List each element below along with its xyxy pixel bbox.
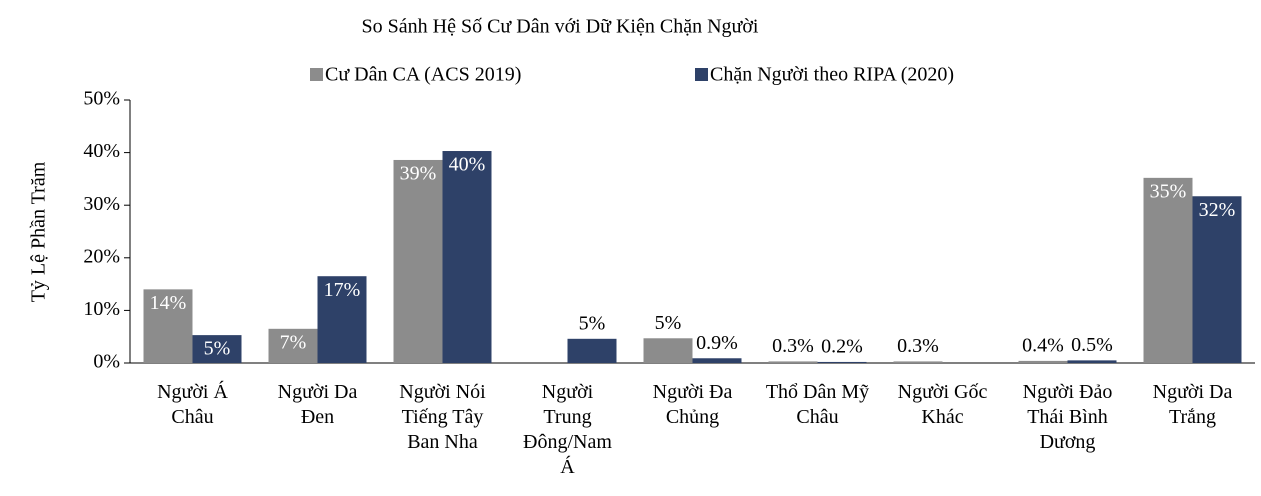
value-label: 32% bbox=[1199, 199, 1236, 221]
bar bbox=[317, 276, 367, 363]
bar bbox=[1143, 177, 1193, 363]
value-label: 0.3% bbox=[897, 335, 939, 357]
bar bbox=[393, 159, 443, 363]
x-tick-label: Người Nói Tiếng Tây Ban Nha bbox=[399, 381, 486, 453]
value-label: 35% bbox=[1150, 180, 1187, 202]
value-label: 5% bbox=[579, 312, 606, 334]
value-label: 0.9% bbox=[696, 332, 738, 354]
value-label: 0.4% bbox=[1022, 334, 1064, 356]
value-label: 5% bbox=[204, 338, 231, 360]
y-axis-label: Tỷ Lệ Phần Trăm bbox=[28, 161, 50, 302]
value-label: 39% bbox=[400, 163, 437, 185]
value-label: 7% bbox=[280, 331, 307, 353]
x-tick-label: Người Á Châu bbox=[157, 381, 228, 428]
x-tick-label: Người Trung Đông/Nam Á bbox=[523, 381, 612, 478]
value-label: 17% bbox=[324, 279, 361, 301]
legend-swatch bbox=[695, 68, 708, 81]
bar bbox=[143, 289, 193, 363]
value-label: 0.3% bbox=[772, 335, 814, 357]
y-tick-label: 50% bbox=[83, 88, 120, 110]
legend-label: Chặn Người theo RIPA (2020) bbox=[710, 64, 954, 86]
x-tick-label: Người Da Trắng bbox=[1152, 381, 1233, 428]
bar bbox=[692, 358, 742, 363]
bar bbox=[567, 338, 617, 363]
x-tick-label: Thổ Dân Mỹ Châu bbox=[765, 381, 870, 428]
bar bbox=[1018, 360, 1068, 363]
legend-swatch bbox=[310, 68, 323, 81]
bar bbox=[192, 335, 242, 363]
y-tick-label: 0% bbox=[93, 351, 120, 373]
legend-label: Cư Dân CA (ACS 2019) bbox=[325, 64, 521, 86]
x-tick-label: Người Gốc Khác bbox=[897, 381, 988, 428]
bar bbox=[768, 361, 818, 363]
value-label: 14% bbox=[150, 292, 187, 314]
value-label: 40% bbox=[449, 154, 486, 176]
bar bbox=[1192, 196, 1242, 363]
bar bbox=[893, 361, 943, 363]
bar bbox=[442, 151, 492, 363]
x-tick-label: Người Đa Chủng bbox=[652, 381, 733, 428]
value-label: 5% bbox=[655, 312, 682, 334]
x-tick-label: Người Da Đen bbox=[277, 381, 358, 428]
x-tick-label: Người Đảo Thái Bình Dương bbox=[1022, 381, 1113, 453]
bar bbox=[1067, 360, 1117, 363]
value-label: 0.5% bbox=[1071, 334, 1113, 356]
y-tick-label: 40% bbox=[83, 140, 120, 162]
bar bbox=[643, 338, 693, 363]
y-tick-label: 10% bbox=[83, 298, 120, 320]
chart-title: So Sánh Hệ Số Cư Dân với Dữ Kiện Chặn Ng… bbox=[362, 16, 759, 38]
value-label: 0.2% bbox=[821, 336, 863, 358]
bar bbox=[817, 361, 867, 363]
bar bbox=[268, 328, 318, 363]
y-tick-label: 20% bbox=[83, 245, 120, 267]
y-tick-label: 30% bbox=[83, 193, 120, 215]
